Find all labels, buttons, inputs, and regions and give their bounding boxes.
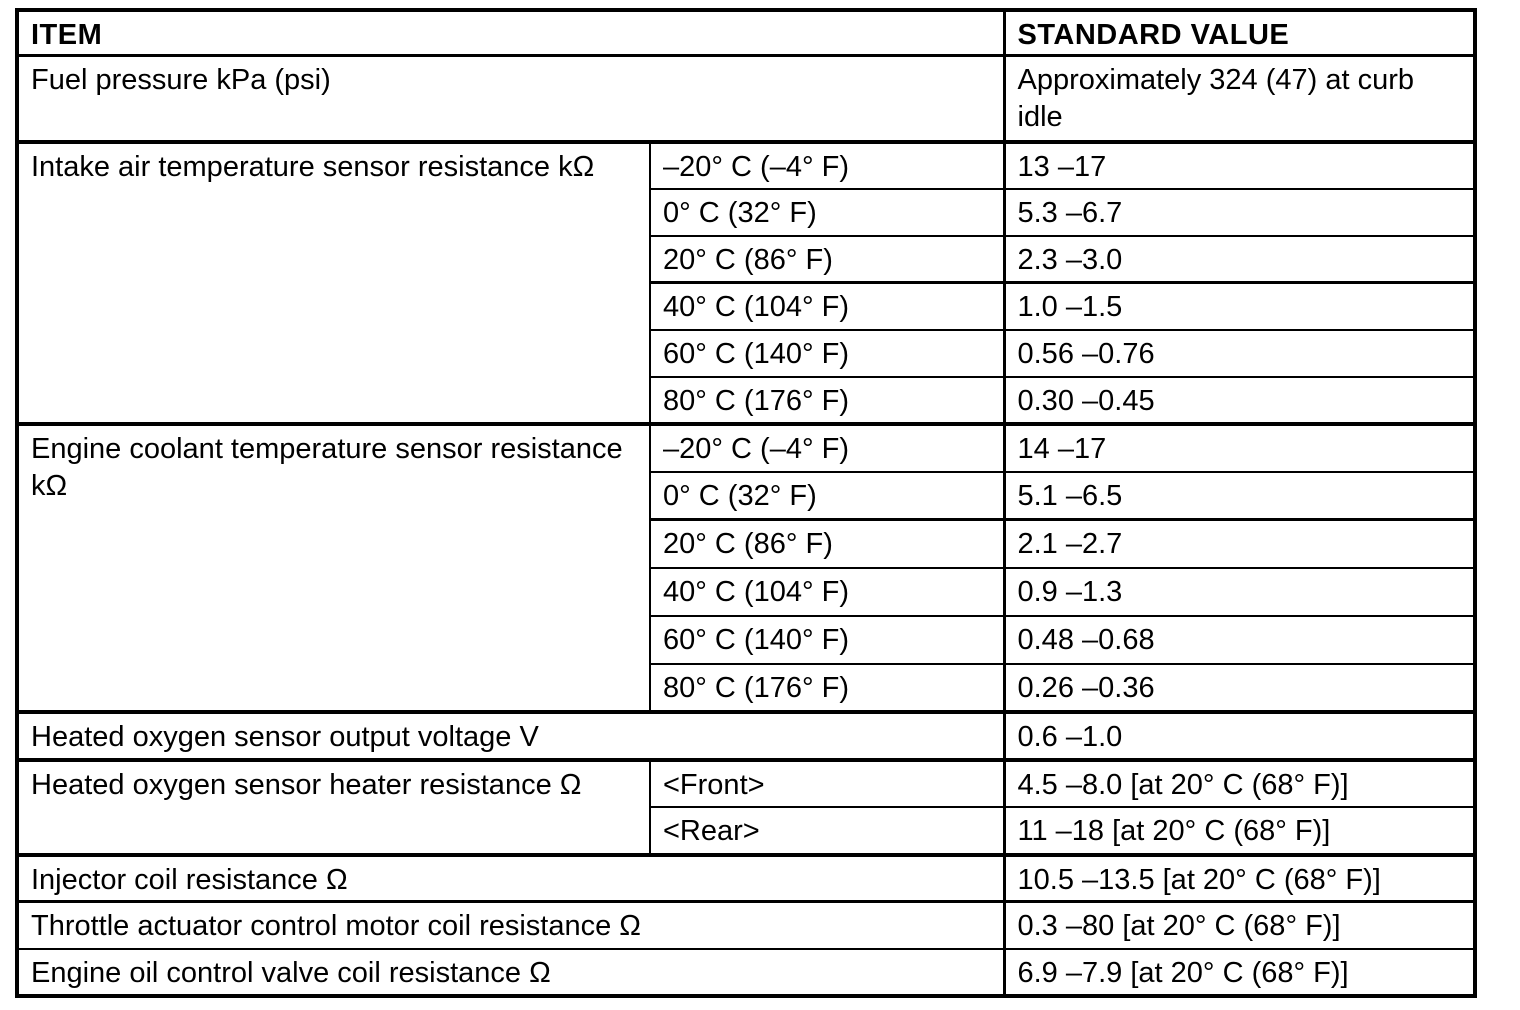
- value-cell: 14 –17: [1004, 423, 1475, 473]
- table-row-coolant-1: Engine coolant temperature sensor resist…: [17, 423, 1475, 714]
- item-cell-throttle-actuator: Throttle actuator control motor coil res…: [17, 901, 1006, 950]
- temp-cell: <Rear>: [650, 806, 1006, 857]
- value-cell: 5.1 –6.5: [1004, 471, 1475, 521]
- table-row-coolant-2: 0° C (32° F) 5.1 –6.5: [17, 471, 1475, 521]
- table-row-intake-air-5: 60° C (140° F) 0.56 –0.76: [17, 329, 1475, 378]
- table-row-fuel-pressure: Fuel pressure kPa (psi) Approximately 32…: [17, 55, 1475, 144]
- temp-cell: 0° C (32° F): [650, 188, 1006, 237]
- table-row-coolant-4: 40° C (104° F) 0.9 –1.3: [17, 567, 1475, 617]
- temp-cell: 0° C (32° F): [650, 471, 1006, 521]
- value-cell: 11 –18 [at 20° C (68° F)]: [1004, 806, 1475, 857]
- item-cell-fuel-pressure: Fuel pressure kPa (psi): [17, 55, 1006, 144]
- table-header-row: ITEM STANDARD VALUE: [17, 10, 1475, 57]
- value-cell: 0.56 –0.76: [1004, 329, 1475, 378]
- table-row-intake-air-2: 0° C (32° F) 5.3 –6.7: [17, 188, 1475, 237]
- temp-cell: 60° C (140° F): [650, 615, 1006, 665]
- temp-cell: –20° C (–4° F): [650, 423, 1006, 473]
- table-row-oil-control-valve: Engine oil control valve coil resistance…: [17, 948, 1475, 996]
- table-row-o2-heater-rear: <Rear> 11 –18 [at 20° C (68° F)]: [17, 806, 1475, 857]
- table-row-intake-air-1: Intake air temperature sensor resistance…: [17, 141, 1475, 426]
- value-cell: 0.3 –80 [at 20° C (68° F)]: [1004, 901, 1475, 950]
- item-cell-o2-output-voltage: Heated oxygen sensor output voltage V: [17, 711, 1006, 762]
- item-cell-o2-heater-resistance: Heated oxygen sensor heater resistance Ω: [17, 759, 651, 857]
- table-row-coolant-3: 20° C (86° F) 2.1 –2.7: [17, 519, 1475, 569]
- table-row-coolant-6: 80° C (176° F) 0.26 –0.36: [17, 663, 1475, 714]
- temp-cell: 40° C (104° F): [650, 567, 1006, 617]
- value-cell: 1.0 –1.5: [1004, 282, 1475, 331]
- temp-cell: 40° C (104° F): [650, 282, 1006, 331]
- temp-cell: 80° C (176° F): [650, 663, 1006, 714]
- item-cell-engine-coolant-temp-sensor: Engine coolant temperature sensor resist…: [17, 423, 651, 714]
- item-cell-intake-air-temp-sensor: Intake air temperature sensor resistance…: [17, 141, 651, 426]
- table-row-coolant-5: 60° C (140° F) 0.48 –0.68: [17, 615, 1475, 665]
- table-row-intake-air-4: 40° C (104° F) 1.0 –1.5: [17, 282, 1475, 331]
- value-cell: 6.9 –7.9 [at 20° C (68° F)]: [1017, 956, 1349, 989]
- value-cell: 2.3 –3.0: [1004, 235, 1475, 284]
- temp-cell: 60° C (140° F): [650, 329, 1006, 378]
- temp-cell: 80° C (176° F): [650, 376, 1006, 426]
- value-cell-fuel-pressure: Approximately 324 (47) at curb idle: [1004, 55, 1475, 144]
- value-cell: 4.5 –8.0 [at 20° C (68° F)]: [1004, 759, 1475, 808]
- value-cell: 0.48 –0.68: [1004, 615, 1475, 665]
- temp-cell: <Front>: [650, 759, 1006, 808]
- temp-cell: –20° C (–4° F): [650, 141, 1006, 190]
- header-standard-value: STANDARD VALUE: [1004, 10, 1475, 57]
- value-cell: 0.9 –1.3: [1004, 567, 1475, 617]
- table-row-intake-air-6: 80° C (176° F) 0.30 –0.45: [17, 376, 1475, 426]
- header-item: ITEM: [17, 10, 1006, 57]
- value-cell: 2.1 –2.7: [1004, 519, 1475, 569]
- value-cell: 0.6 –1.0: [1004, 711, 1475, 762]
- item-cell-injector-coil: Injector coil resistance Ω: [17, 854, 1006, 903]
- value-cell: 0.30 –0.45: [1004, 376, 1475, 426]
- value-cell: 10.5 –13.5 [at 20° C (68° F)]: [1004, 854, 1475, 903]
- table-row-throttle-actuator: Throttle actuator control motor coil res…: [17, 901, 1475, 950]
- table-row-o2-heater-front: Heated oxygen sensor heater resistance Ω…: [17, 759, 1475, 857]
- temp-cell: 20° C (86° F): [650, 235, 1006, 284]
- value-cell: 5.3 –6.7: [1004, 188, 1475, 237]
- item-cell-oil-control-valve: Engine oil control valve coil resistance…: [17, 948, 1006, 996]
- value-cell: 13 –17: [1004, 141, 1475, 190]
- table-row-intake-air-3: 20° C (86° F) 2.3 –3.0: [17, 235, 1475, 284]
- table-row-injector-coil: Injector coil resistance Ω 10.5 –13.5 [a…: [17, 854, 1475, 903]
- standard-value-table: ITEM STANDARD VALUE Fuel pressure kPa (p…: [15, 8, 1477, 998]
- temp-cell: 20° C (86° F): [650, 519, 1006, 569]
- table-row-o2-output-voltage: Heated oxygen sensor output voltage V 0.…: [17, 711, 1475, 762]
- value-cell: 0.26 –0.36: [1004, 663, 1475, 714]
